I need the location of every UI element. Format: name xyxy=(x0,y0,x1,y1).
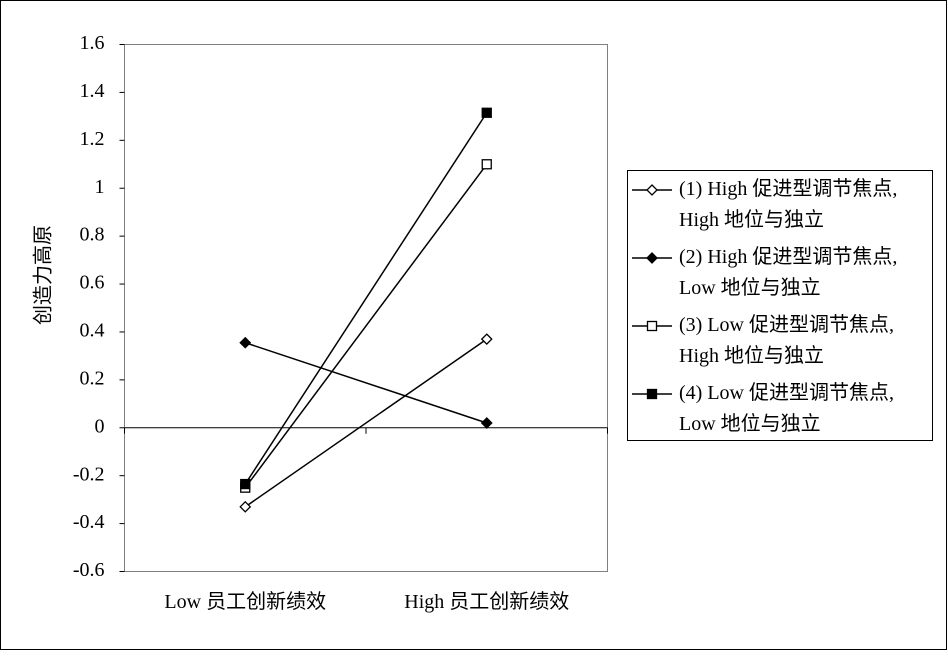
legend-label-line: High 地位与独立 xyxy=(679,344,824,367)
legend-label-line: (1) High 促进型调节焦点, xyxy=(679,177,897,200)
legend-label: (2) High 促进型调节焦点, Low 地位与独立 xyxy=(679,245,897,299)
x-tick-label: High 员工创新绩效 xyxy=(404,590,569,613)
legend-box xyxy=(627,170,933,441)
data-point xyxy=(480,333,493,346)
series-line xyxy=(245,342,487,424)
data-point xyxy=(481,107,492,118)
legend-label-line: (3) Low 促进型调节焦点, xyxy=(679,313,894,336)
data-point xyxy=(239,336,252,349)
legend-label: (3) Low 促进型调节焦点, High 地位与独立 xyxy=(679,313,894,367)
y-tick-label: 1.4 xyxy=(80,80,105,102)
y-tick-label: 1 xyxy=(95,176,105,198)
legend-label: (4) Low 促进型调节焦点, Low 地位与独立 xyxy=(679,381,894,435)
legend-label: (1) High 促进型调节焦点, High 地位与独立 xyxy=(679,177,897,231)
legend-marker xyxy=(646,320,658,332)
y-tick-label: -0.2 xyxy=(73,463,105,485)
data-point xyxy=(480,417,493,429)
data-point xyxy=(240,478,251,490)
data-point xyxy=(481,159,492,170)
legend-marker xyxy=(646,252,658,264)
y-tick-label: 0.8 xyxy=(80,224,105,246)
plot-area xyxy=(124,44,608,572)
series-line xyxy=(244,338,488,508)
legend-label-line: (4) Low 促进型调节焦点, xyxy=(679,381,894,404)
y-tick-label: 0.6 xyxy=(80,272,105,294)
data-point xyxy=(239,500,252,513)
y-tick-label: 0.4 xyxy=(80,320,105,342)
legend-label-line: High 地位与独立 xyxy=(679,208,824,231)
series-line xyxy=(244,112,488,485)
legend-label-line: Low 地位与独立 xyxy=(679,276,821,299)
legend-label-line: (2) High 促进型调节焦点, xyxy=(679,245,897,268)
legend-marker xyxy=(646,184,658,196)
y-tick-label: 0 xyxy=(95,415,105,437)
y-tick-label: -0.4 xyxy=(73,511,105,533)
series-line xyxy=(244,163,488,489)
y-tick-label: 1.2 xyxy=(80,128,105,150)
y-tick-label: 0.2 xyxy=(80,367,105,389)
legend-label-line: Low 地位与独立 xyxy=(679,412,821,435)
x-tick-label: Low 员工创新绩效 xyxy=(164,590,326,613)
y-tick-label: -0.6 xyxy=(73,559,105,581)
y-tick-label: 1.6 xyxy=(80,32,105,54)
y-axis-title: 创造力高原 xyxy=(32,225,55,325)
legend-marker xyxy=(646,388,658,400)
